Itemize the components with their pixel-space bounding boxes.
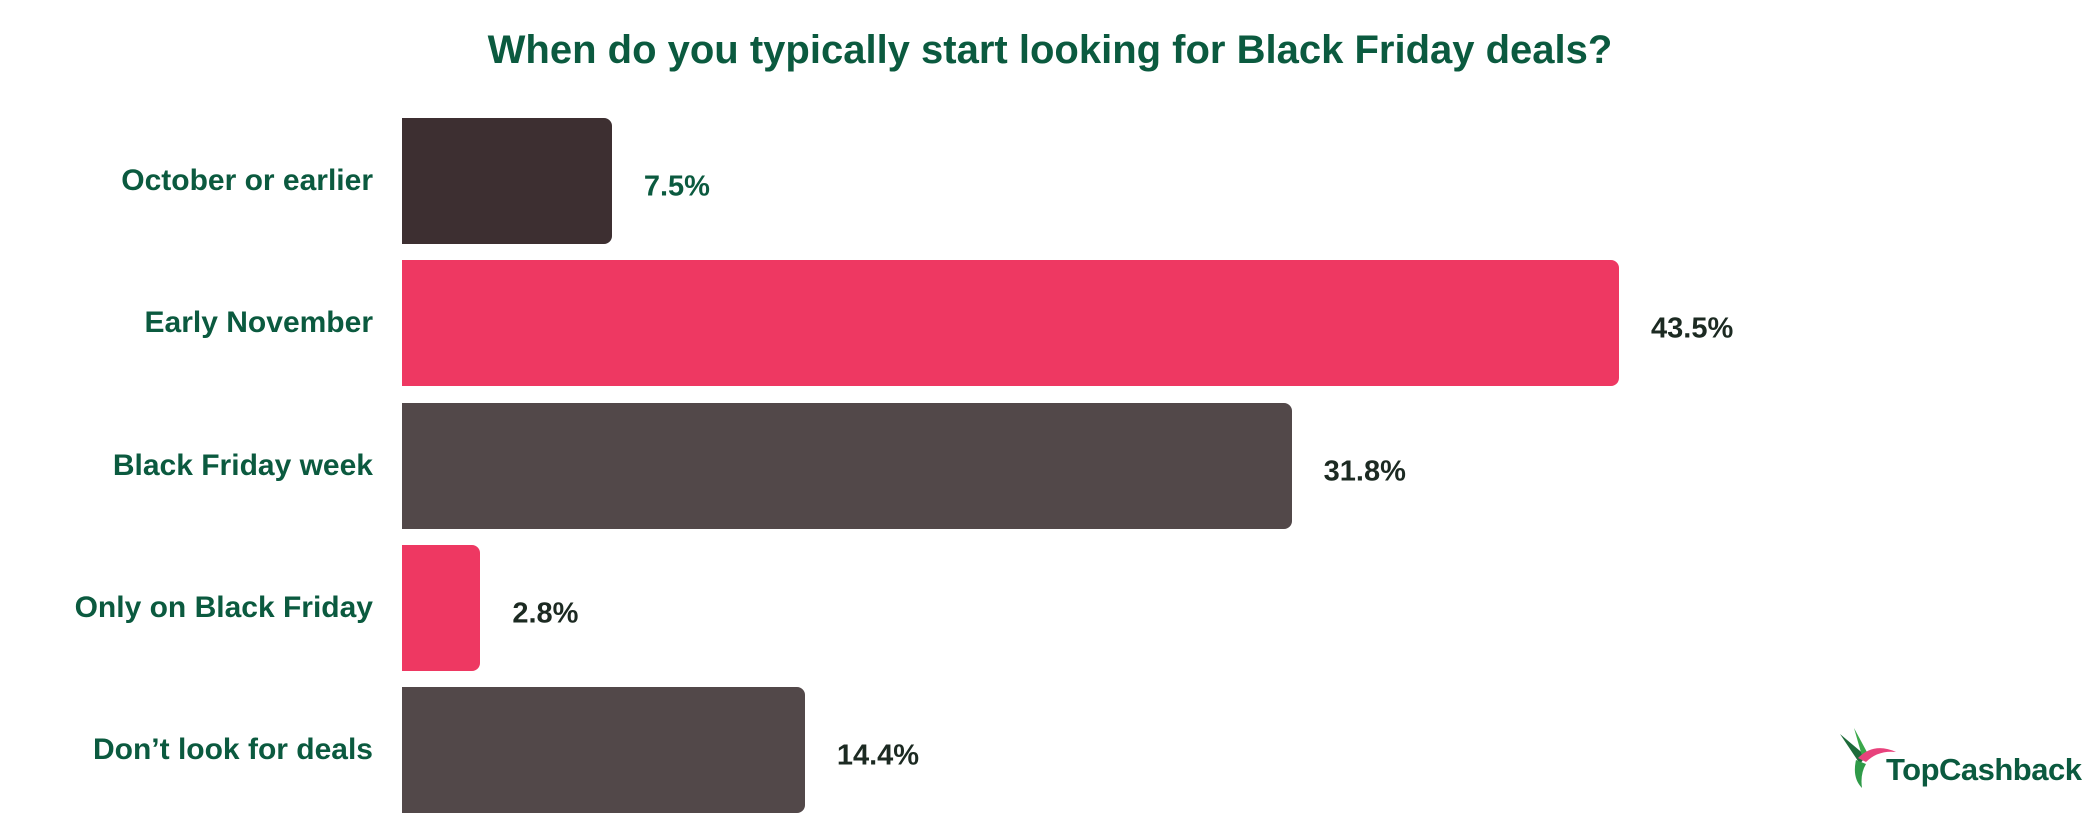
category-label: Black Friday week [112, 448, 373, 482]
value-label: 31.8% [1323, 455, 1406, 488]
bar [402, 260, 1619, 387]
value-label: 14.4% [836, 739, 920, 772]
topcashback-logo: TopCashback [1838, 726, 2082, 796]
logo-text: TopCashback [1886, 752, 2082, 787]
bar [402, 402, 1292, 529]
category-label: Don’t look for deals [92, 733, 373, 767]
bar [402, 687, 805, 814]
bar [402, 118, 612, 244]
bar [402, 544, 481, 671]
value-label: 43.5% [1651, 312, 1734, 345]
category-label: Early November [144, 306, 373, 340]
hummingbird-icon [1840, 728, 1896, 788]
chart-title: When do you typically start looking for … [487, 28, 1613, 72]
value-label: 7.5% [643, 170, 710, 203]
category-label: Only on Black Friday [74, 590, 373, 624]
category-label: October or earlier [121, 164, 373, 197]
value-label: 2.8% [512, 597, 579, 630]
